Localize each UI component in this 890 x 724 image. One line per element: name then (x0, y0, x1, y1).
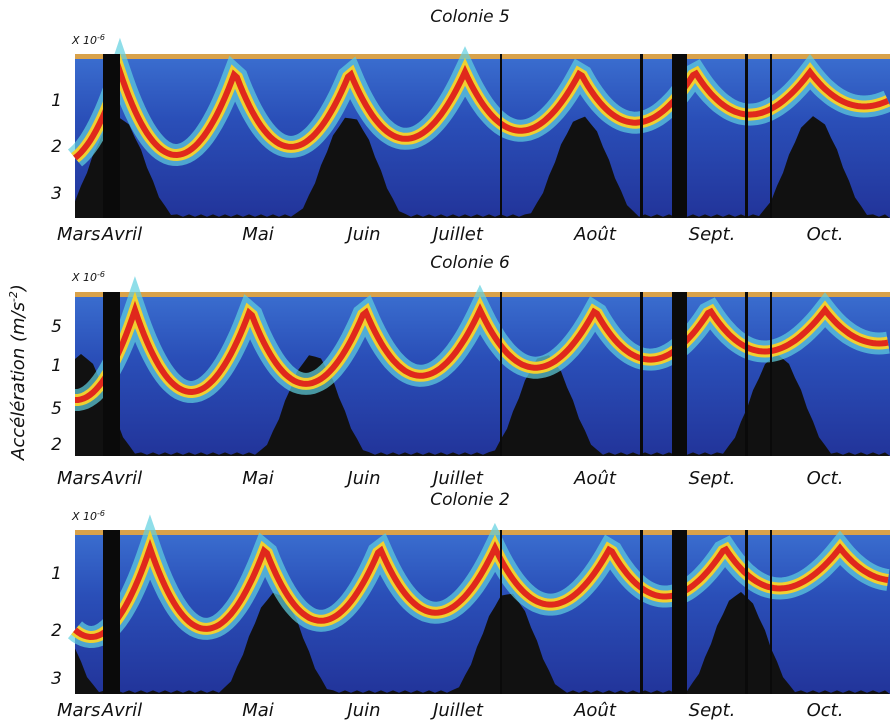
gap-bar (770, 292, 772, 456)
y-axis-label-text: Accélération (m/s (8, 302, 29, 461)
month-label: Juin (344, 468, 380, 489)
panel: Colonie 2 X 10-6 1 2 3 Mars Avril Mai Juin Juille… (51, 490, 890, 721)
gap-bar (672, 530, 687, 694)
gap-bar (500, 292, 502, 456)
month-label: Avril (101, 224, 142, 245)
y-axis-label-exponent: -2 (7, 291, 20, 302)
gap-bar (640, 530, 643, 694)
y-tick-label: 3 (51, 669, 62, 689)
gap-bar (500, 530, 502, 694)
y-tick-label: 2 (51, 435, 62, 455)
dark-region (75, 592, 890, 694)
month-label: Mai (242, 224, 274, 245)
month-label: Sept. (689, 468, 736, 489)
multiplier-exponent: -6 (97, 33, 105, 42)
heatmap-top-band (75, 530, 890, 535)
multiplier: X 10-6 (71, 33, 105, 47)
dark-region (75, 354, 890, 456)
gap-bar (745, 54, 748, 218)
month-label: Juillet (430, 700, 484, 721)
month-label: Août (573, 700, 617, 721)
month-label: Sept. (689, 224, 736, 245)
gap-bar (745, 292, 748, 456)
month-label: Avril (101, 468, 142, 489)
y-tick-label: 5 (51, 317, 62, 337)
y-tick-label: 2 (51, 137, 62, 157)
panel: Colonie 6 X 10-6 5 1 5 2 Mars Avril Mai Juin Juill… (51, 253, 890, 489)
ridge-core (73, 62, 890, 161)
ridge-core (75, 300, 889, 403)
gap-bar (745, 530, 748, 694)
panel-title: Colonie 5 (430, 7, 510, 27)
ridge-core (73, 538, 889, 641)
panel-title: Colonie 6 (430, 253, 510, 273)
y-axis-label: Accélération (m/s-2) (7, 284, 29, 461)
panel-title: Colonie 2 (430, 490, 510, 510)
gap-bar (103, 292, 120, 456)
month-label: Juillet (430, 224, 484, 245)
multiplier-exponent: -6 (97, 509, 105, 518)
month-label: Mars (57, 224, 100, 245)
month-label: Oct. (807, 224, 844, 245)
month-label: Mai (242, 468, 274, 489)
y-axis-label-close: ) (8, 284, 29, 293)
heatmap-top-band (75, 54, 890, 59)
y-tick-label: 1 (51, 356, 62, 376)
y-tick-label: 2 (51, 621, 62, 641)
gap-bar (672, 54, 687, 218)
multiplier-exponent: -6 (97, 270, 105, 279)
month-label: Juillet (430, 468, 484, 489)
dark-region (75, 116, 890, 218)
multiplier-base: X 10 (71, 510, 97, 523)
multiplier-base: X 10 (71, 271, 97, 284)
month-label: Sept. (689, 700, 736, 721)
y-tick-label: 3 (51, 184, 62, 204)
y-tick-label: 5 (51, 399, 62, 419)
month-label: Juin (344, 700, 380, 721)
gap-bar (640, 54, 643, 218)
multiplier: X 10-6 (71, 509, 105, 523)
month-label: Mai (242, 700, 274, 721)
month-label: Août (573, 468, 617, 489)
month-label: Mars (57, 468, 100, 489)
gap-bar (770, 54, 772, 218)
month-label: Août (573, 224, 617, 245)
month-label: Mars (57, 700, 100, 721)
gap-bar (103, 530, 120, 694)
multiplier-base: X 10 (71, 34, 97, 47)
y-tick-label: 1 (51, 564, 62, 584)
month-label: Avril (101, 700, 142, 721)
gap-bar (103, 54, 120, 218)
panel: Colonie 5 X 10-6 1 2 3 Mars Avril Mai Juin Juille… (51, 7, 890, 245)
month-label: Juin (344, 224, 380, 245)
gap-bar (500, 54, 502, 218)
month-label: Oct. (807, 468, 844, 489)
multiplier: X 10-6 (71, 270, 105, 284)
gap-bar (640, 292, 643, 456)
y-tick-label: 1 (51, 91, 62, 111)
gap-bar (770, 530, 772, 694)
gap-bar (672, 292, 687, 456)
month-label: Oct. (807, 700, 844, 721)
